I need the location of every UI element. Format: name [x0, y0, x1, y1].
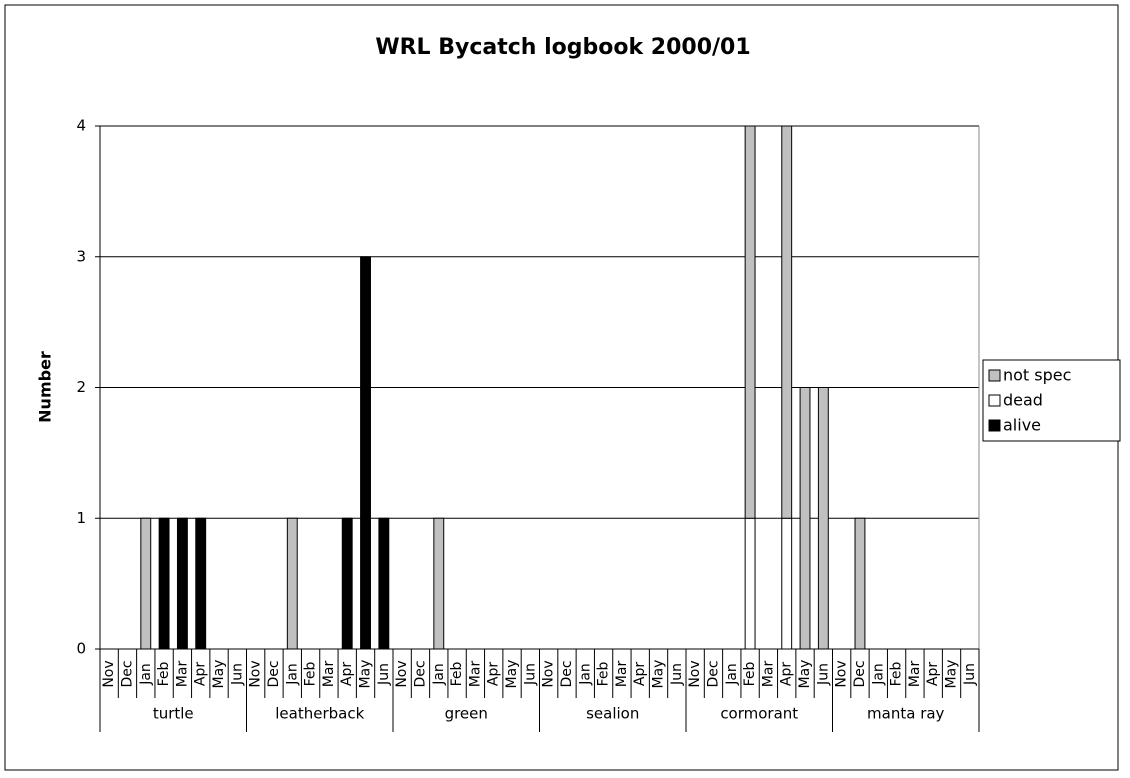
x-tick-label: May: [651, 660, 667, 689]
x-tick-label: May: [504, 660, 520, 689]
bar-segment: [781, 125, 793, 519]
x-tick-label: Jan: [870, 663, 886, 686]
x-tick-label: Apr: [925, 662, 941, 686]
legend-swatch: [988, 394, 1001, 407]
x-tick-label: Dec: [852, 660, 868, 687]
x-tick-label: Feb: [156, 661, 172, 686]
x-tick-label: Apr: [486, 662, 502, 686]
x-tick-label: Mar: [760, 661, 776, 688]
group-label: manta ray: [867, 705, 945, 723]
x-tick-label: Dec: [705, 660, 721, 687]
group-label: cormorant: [720, 705, 798, 723]
chart-title: WRL Bycatch logbook 2000/01: [375, 35, 750, 60]
bar-segment: [781, 517, 793, 650]
bar-segment: [817, 387, 829, 650]
group-label: green: [445, 705, 488, 723]
legend-swatch: [988, 369, 1001, 382]
x-tick-label: Feb: [596, 661, 612, 686]
group-label: sealion: [586, 705, 639, 723]
bar-segment: [744, 125, 756, 519]
x-tick-label: Jun: [376, 663, 392, 686]
x-tick-label: Mar: [174, 661, 190, 688]
x-tick-label: Dec: [266, 660, 282, 687]
legend-label: alive: [1003, 416, 1041, 435]
x-tick-label: Mar: [467, 661, 483, 688]
x-tick-label: Dec: [412, 660, 428, 687]
x-tick-label: Jun: [522, 663, 538, 686]
x-tick-label: Nov: [687, 660, 703, 687]
x-tick-label: Apr: [632, 662, 648, 686]
x-tick-label: Jun: [669, 663, 685, 686]
legend-swatch: [988, 419, 1001, 432]
x-tick-label: Dec: [119, 660, 135, 687]
y-tick-label: 1: [76, 509, 86, 527]
legend-label: dead: [1003, 391, 1043, 410]
y-tick-label: 3: [76, 247, 86, 265]
x-tick-label: Jan: [577, 663, 593, 686]
bar-segment: [360, 256, 371, 650]
bar-segment: [195, 517, 207, 650]
bar-segment: [744, 517, 756, 650]
bar-segment: [799, 387, 811, 650]
x-tick-label: Jun: [229, 663, 245, 686]
x-tick-label: Feb: [303, 661, 319, 686]
y-axis-label: Number: [36, 351, 55, 423]
bar-segment: [176, 517, 188, 650]
legend-box: [982, 359, 1121, 442]
x-tick-label: Apr: [193, 662, 209, 686]
x-tick-label: Nov: [248, 660, 264, 687]
x-tick-label: Jun: [815, 663, 831, 686]
x-tick-label: Mar: [321, 661, 337, 688]
x-tick-label: Apr: [779, 662, 795, 686]
x-tick-label: May: [944, 660, 960, 689]
bar-segment: [341, 517, 353, 650]
x-tick-label: Nov: [101, 660, 117, 687]
legend-label: not spec: [1003, 366, 1071, 385]
bar-segment: [378, 517, 390, 650]
group-label: turtle: [153, 705, 194, 723]
x-tick-label: Jan: [431, 663, 447, 686]
bar-segment: [140, 517, 152, 650]
x-tick-label: Nov: [834, 660, 850, 687]
x-tick-label: Dec: [559, 660, 575, 687]
x-tick-label: May: [211, 660, 227, 689]
x-tick-label: May: [358, 660, 374, 689]
x-tick-label: Feb: [742, 661, 758, 686]
y-tick-label: 0: [76, 640, 86, 658]
bar-segment: [286, 517, 298, 650]
x-tick-label: Jun: [962, 663, 978, 686]
x-tick-label: Nov: [541, 660, 557, 687]
y-tick-label: 2: [76, 378, 86, 396]
x-tick-label: Feb: [889, 661, 905, 686]
x-tick-label: Jan: [138, 663, 154, 686]
x-tick-label: Jan: [724, 663, 740, 686]
x-tick-label: Apr: [339, 662, 355, 686]
x-tick-label: Mar: [907, 661, 923, 688]
x-tick-label: Feb: [449, 661, 465, 686]
bar-segment: [854, 517, 866, 650]
x-tick-label: Nov: [394, 660, 410, 687]
x-tick-label: Jan: [284, 663, 300, 686]
x-tick-label: May: [797, 660, 813, 689]
x-tick-label: Mar: [614, 661, 630, 688]
bar-segment: [158, 517, 170, 650]
bar-segment: [433, 517, 445, 650]
group-label: leatherback: [275, 705, 364, 723]
y-tick-label: 4: [76, 117, 86, 135]
